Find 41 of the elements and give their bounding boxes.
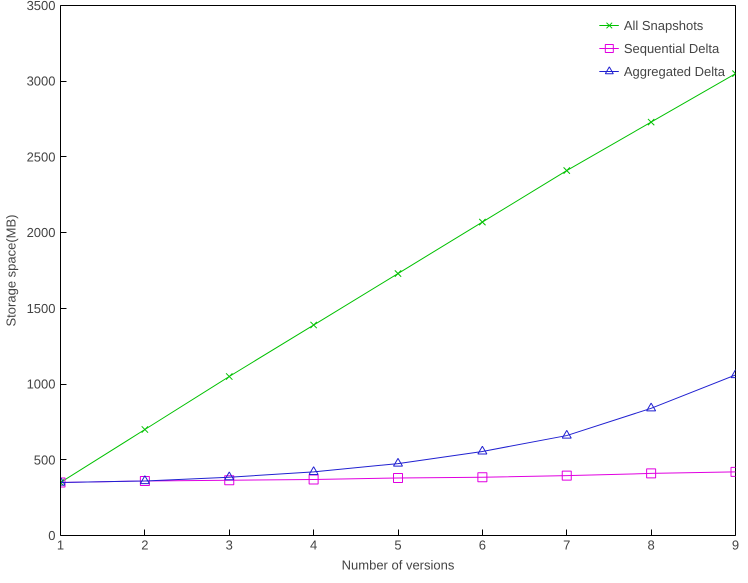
x-tick-label: 5 [394, 538, 402, 552]
point [393, 458, 403, 467]
y-tick-label: 3000 [26, 74, 56, 89]
y-tick-label: 1500 [26, 300, 56, 316]
point [394, 270, 402, 278]
point [308, 474, 319, 484]
y-tick-label: 2500 [26, 149, 56, 164]
legend-label: Sequential Delta [624, 40, 720, 56]
point [224, 475, 234, 486]
y-tick-label: 500 [34, 452, 56, 468]
y-tick-label: 0 [48, 528, 56, 543]
x-tick-label: 1 [56, 538, 64, 552]
point [646, 468, 656, 478]
x-tick-label: 4 [310, 538, 318, 552]
y-axis-title: Storage space(MB) [4, 214, 19, 326]
legend-label: Aggregated Delta [624, 64, 725, 78]
y-tick-label: 2000 [26, 225, 56, 240]
point [646, 402, 656, 412]
point [478, 218, 486, 226]
y-tick-label: 3500 [26, 0, 56, 13]
point [308, 466, 319, 475]
point [393, 472, 403, 483]
y-tick-label: 1000 [26, 376, 56, 392]
x-tick-label: 2 [141, 538, 148, 552]
point [477, 472, 488, 482]
legend-label: All Snapshots [624, 18, 704, 32]
point [141, 426, 149, 434]
point [310, 321, 318, 329]
point [226, 372, 233, 380]
point [647, 118, 655, 126]
x-tick-label: 9 [732, 538, 740, 552]
point [563, 166, 570, 174]
x-tick-label: 3 [226, 538, 233, 552]
point [562, 430, 572, 439]
x-tick-label: 8 [648, 538, 655, 552]
point [224, 472, 234, 480]
x-tick-label: 6 [478, 538, 486, 552]
x-tick-label: 7 [563, 538, 570, 552]
point [562, 470, 572, 481]
x-axis-title: Number of versions [342, 558, 455, 572]
point [477, 446, 488, 455]
